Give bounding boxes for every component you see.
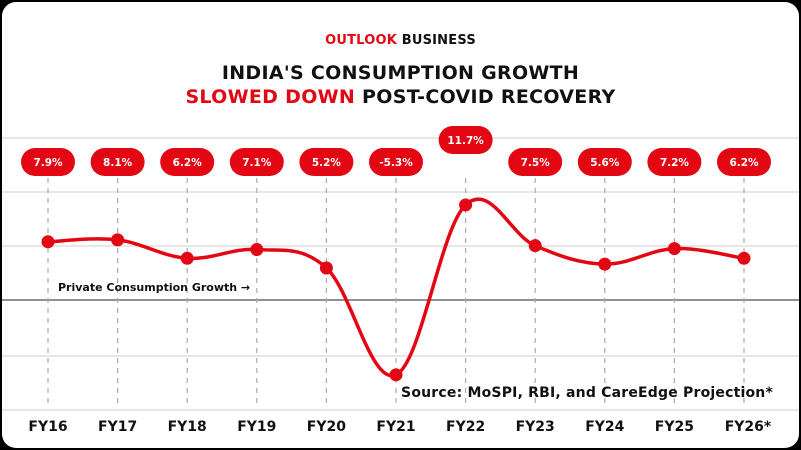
headline-rest: POST-COVID RECOVERY: [362, 86, 616, 108]
value-pill: [369, 148, 423, 176]
value-pill: [229, 148, 284, 176]
x-tick-label: FY19: [237, 419, 276, 435]
x-tick-label: FY24: [585, 419, 624, 435]
x-tick-label: FY16: [28, 419, 67, 435]
value-pill: [90, 148, 145, 176]
data-point-fy25: [667, 242, 681, 256]
x-tick-label: FY25: [655, 419, 694, 435]
value-label: 11.7%: [447, 135, 484, 147]
data-point-fy23: [528, 239, 542, 253]
value-pill: [647, 148, 702, 176]
headline-line-1: INDIA'S CONSUMPTION GROWTH: [221, 62, 580, 84]
data-point-fy19: [250, 243, 264, 257]
brand-name-red: OUTLOOK: [325, 33, 397, 48]
value-pill: [299, 148, 354, 176]
data-point-fy18: [180, 251, 194, 265]
data-point-fy16: [41, 235, 55, 249]
data-point-fy20: [319, 261, 333, 275]
source-note: Source: MoSPI, RBI, and CareEdge Project…: [401, 385, 773, 401]
brand-logo: OUTLOOK BUSINESS: [2, 33, 799, 48]
x-tick-label: FY20: [307, 419, 346, 435]
value-label: 6.2%: [173, 157, 203, 169]
value-pill: [160, 148, 215, 176]
series-label: Private Consumption Growth →: [58, 281, 251, 294]
x-tick-label: FY26*: [725, 419, 772, 435]
value-label: 5.6%: [590, 157, 620, 169]
value-label: 6.2%: [729, 157, 759, 169]
x-tick-label: FY18: [168, 419, 207, 435]
data-point-fy17: [111, 233, 125, 247]
x-tick-label: FY23: [516, 419, 555, 435]
data-point-fy21: [389, 368, 403, 382]
x-tick-label: FY17: [98, 419, 137, 435]
x-tick-label: FY21: [376, 419, 415, 435]
value-label: 7.2%: [660, 157, 690, 169]
value-pill: [577, 148, 632, 176]
brand-name-black: BUSINESS: [401, 33, 476, 48]
value-label: -5.3%: [379, 157, 413, 169]
x-tick-label: FY22: [446, 419, 485, 435]
headline-highlight: SLOWED DOWN: [185, 86, 356, 108]
value-pill: [717, 148, 771, 176]
data-point-fy24: [598, 257, 612, 271]
value-label: 7.1%: [242, 157, 272, 169]
value-pill: [508, 148, 563, 176]
data-point-fy26: [737, 251, 751, 265]
value-label: 7.5%: [521, 157, 551, 169]
value-label: 7.9%: [33, 157, 63, 169]
value-pill: [438, 126, 493, 154]
value-label: 5.2%: [312, 157, 342, 169]
value-pill: [21, 148, 75, 176]
headline-line-2: SLOWED DOWN POST-COVID RECOVERY: [2, 86, 799, 108]
value-label: 8.1%: [103, 157, 133, 169]
data-point-fy22: [459, 198, 473, 212]
